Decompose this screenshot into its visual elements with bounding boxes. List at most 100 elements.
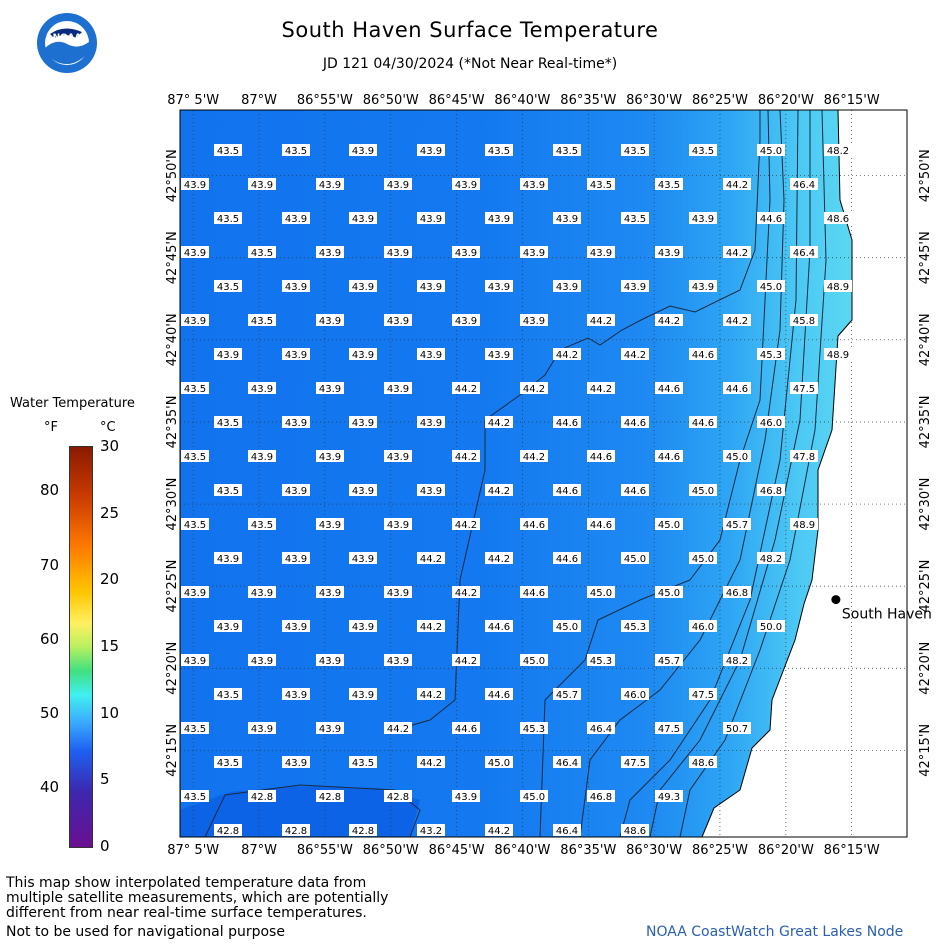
temp-value: 43.9 bbox=[319, 452, 341, 463]
temp-box bbox=[248, 722, 276, 734]
temp-value: 43.9 bbox=[184, 180, 206, 191]
lat-label-left-3: 42°40'N bbox=[165, 313, 180, 366]
temp-box bbox=[587, 518, 615, 530]
temp-value: 44.6 bbox=[590, 520, 612, 531]
temp-value: 43.9 bbox=[387, 248, 409, 259]
temp-value: 46.8 bbox=[590, 792, 612, 803]
temp-box bbox=[316, 382, 344, 394]
temp-box bbox=[553, 280, 581, 292]
temp-value: 48.9 bbox=[793, 520, 815, 531]
legend-tick-c: 20 bbox=[100, 570, 120, 589]
temp-box bbox=[757, 416, 785, 428]
temp-box bbox=[316, 246, 344, 258]
temp-box bbox=[587, 790, 615, 802]
lat-label-left-8: 42°15'N bbox=[165, 724, 180, 777]
noaa-logo: NOAA bbox=[37, 13, 97, 73]
temp-value: 46.4 bbox=[590, 724, 612, 735]
temp-value: 43.9 bbox=[387, 384, 409, 395]
legend-tick-f: 70 bbox=[40, 555, 60, 574]
temp-box bbox=[384, 246, 412, 258]
temp-value: 44.2 bbox=[590, 316, 612, 327]
lon-label-bottom-6: 86°40'W bbox=[494, 843, 550, 858]
temp-box bbox=[181, 790, 209, 802]
temp-box bbox=[181, 586, 209, 598]
temp-box bbox=[316, 654, 344, 666]
temp-value: 43.9 bbox=[184, 656, 206, 667]
lat-label-right-1: 42°50'N bbox=[918, 149, 933, 202]
temp-value: 43.5 bbox=[217, 214, 239, 225]
map-title: South Haven Surface Temperature bbox=[281, 18, 659, 42]
temp-value: 45.7 bbox=[556, 690, 578, 701]
temp-box bbox=[621, 688, 649, 700]
lon-label-bottom-8: 86°30'W bbox=[626, 843, 682, 858]
lon-label-bottom-1: 87° 5'W bbox=[167, 843, 219, 858]
temp-value: 43.9 bbox=[387, 520, 409, 531]
lon-label-bottom-3: 86°55'W bbox=[297, 843, 353, 858]
temp-box bbox=[485, 620, 513, 632]
legend-unit-c: °C bbox=[100, 420, 116, 435]
temp-value: 44.2 bbox=[488, 554, 510, 565]
map-frame bbox=[179, 109, 908, 838]
temp-box bbox=[452, 246, 480, 258]
temp-box bbox=[181, 450, 209, 462]
temp-box bbox=[723, 314, 751, 326]
temp-value: 44.2 bbox=[726, 180, 748, 191]
temp-value: 43.9 bbox=[319, 180, 341, 191]
lon-label-top-9: 86°25'W bbox=[692, 93, 748, 108]
temp-box bbox=[824, 280, 852, 292]
temp-value: 43.9 bbox=[251, 180, 273, 191]
temp-box bbox=[349, 280, 377, 292]
temp-value: 43.9 bbox=[285, 758, 307, 769]
temp-box bbox=[181, 382, 209, 394]
temp-box bbox=[417, 348, 445, 360]
temp-value: 48.6 bbox=[624, 826, 646, 837]
temp-value: 44.2 bbox=[726, 248, 748, 259]
temp-box bbox=[723, 382, 751, 394]
temp-box bbox=[824, 348, 852, 360]
city-marker bbox=[831, 595, 841, 605]
temp-box bbox=[621, 348, 649, 360]
temp-box bbox=[723, 518, 751, 530]
lat-label-left-5: 42°30'N bbox=[165, 478, 180, 531]
temp-box bbox=[417, 212, 445, 224]
legend-tick-c: 10 bbox=[100, 703, 120, 722]
temp-box bbox=[282, 824, 310, 836]
temp-value: 45.0 bbox=[692, 486, 714, 497]
lat-label-right-6: 42°25'N bbox=[918, 560, 933, 613]
temp-box bbox=[723, 722, 751, 734]
temp-value: 43.9 bbox=[251, 452, 273, 463]
temp-value: 44.6 bbox=[692, 418, 714, 429]
temp-value: 43.5 bbox=[184, 724, 206, 735]
temp-value: 43.9 bbox=[420, 146, 442, 157]
temp-value: 43.9 bbox=[285, 214, 307, 225]
temp-value: 43.9 bbox=[285, 690, 307, 701]
lat-label-left-6: 42°25'N bbox=[165, 560, 180, 613]
temp-box bbox=[248, 790, 276, 802]
temp-box bbox=[621, 144, 649, 156]
temp-box bbox=[553, 620, 581, 632]
temp-value: 43.9 bbox=[217, 554, 239, 565]
temp-box bbox=[485, 484, 513, 496]
temp-value: 45.7 bbox=[658, 656, 680, 667]
temp-value: 43.9 bbox=[523, 248, 545, 259]
temp-value: 45.0 bbox=[523, 792, 545, 803]
temp-value: 47.5 bbox=[624, 758, 646, 769]
temp-value: 43.9 bbox=[352, 622, 374, 633]
temp-value: 44.2 bbox=[420, 622, 442, 633]
temp-box bbox=[181, 178, 209, 190]
temp-value: 43.5 bbox=[184, 384, 206, 395]
temp-box bbox=[689, 552, 717, 564]
temp-box bbox=[485, 416, 513, 428]
temp-box bbox=[655, 382, 683, 394]
temp-value: 43.5 bbox=[217, 758, 239, 769]
temp-value: 46.0 bbox=[692, 622, 714, 633]
temp-box bbox=[520, 314, 548, 326]
temp-box bbox=[248, 450, 276, 462]
temp-box bbox=[723, 450, 751, 462]
temp-value: 43.9 bbox=[319, 248, 341, 259]
temp-box bbox=[282, 620, 310, 632]
lake-water bbox=[180, 110, 852, 837]
temp-value: 43.9 bbox=[184, 588, 206, 599]
temp-value: 43.5 bbox=[251, 248, 273, 259]
temp-value: 44.6 bbox=[523, 588, 545, 599]
